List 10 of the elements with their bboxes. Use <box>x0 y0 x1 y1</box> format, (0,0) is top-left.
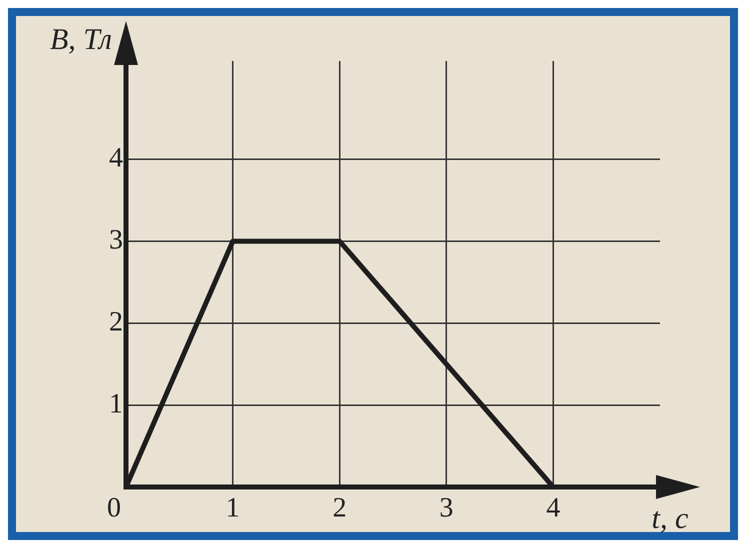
x-tick-label: 0 <box>107 492 121 524</box>
x-tick-label: 4 <box>546 492 560 524</box>
y-axis-title: B, Тл <box>50 22 112 56</box>
y-tick-label: 2 <box>109 306 123 338</box>
x-tick-label: 3 <box>439 492 454 524</box>
y-tick-label: 3 <box>109 224 123 256</box>
y-tick-label: 1 <box>109 388 123 420</box>
y-tick-label: 4 <box>109 142 123 174</box>
x-tick-label: 2 <box>332 492 347 524</box>
x-tick-label: 1 <box>226 492 240 524</box>
